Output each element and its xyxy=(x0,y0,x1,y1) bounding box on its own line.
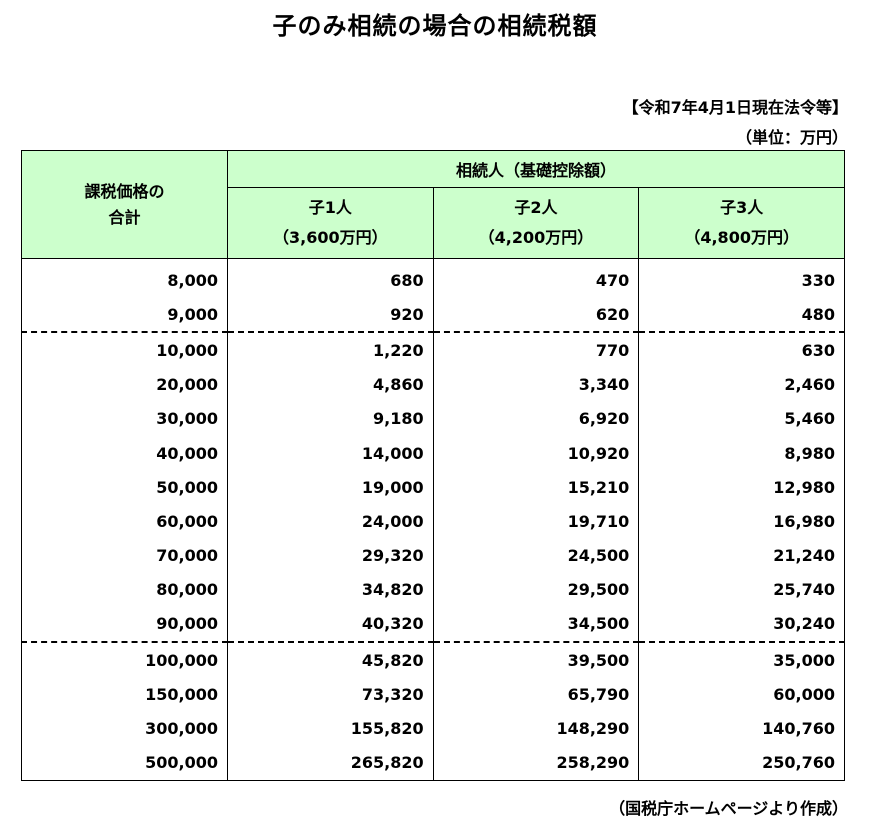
column-name: 子2人 xyxy=(514,198,558,217)
taxable-total-cell: 50,000 xyxy=(21,470,228,505)
taxable-total-header: 課税価格の 合計 xyxy=(21,150,228,259)
table-row: 90,000 40,320 34,500 30,240 xyxy=(21,606,845,644)
column-header-3-children: 子3人 （4,800万円） xyxy=(638,187,845,259)
tax-amount-cell: 15,210 xyxy=(432,470,640,505)
tax-amount-cell: 265,820 xyxy=(227,745,434,781)
table-row: 500,000 265,820 258,290 250,760 xyxy=(21,745,845,781)
tax-amount-cell: 480 xyxy=(638,297,845,334)
corner-line-2: 合計 xyxy=(108,207,141,227)
tax-amount-cell: 9,180 xyxy=(227,401,434,436)
tax-amount-cell: 29,320 xyxy=(227,538,434,573)
table-row: 40,000 14,000 10,920 8,980 xyxy=(21,435,845,471)
unit-label: （単位：万円） xyxy=(735,128,848,147)
tax-amount-cell: 12,980 xyxy=(638,470,845,505)
taxable-total-cell: 300,000 xyxy=(21,711,228,746)
column-deduction: （4,800万円） xyxy=(684,228,799,247)
tax-amount-cell: 16,980 xyxy=(638,504,845,539)
as-of-date: 【令和7年4月1日現在法令等】 xyxy=(622,98,848,117)
tax-amount-cell: 19,710 xyxy=(432,504,640,539)
table-row: 50,000 19,000 15,210 12,980 xyxy=(21,470,845,505)
column-header-2-children: 子2人 （4,200万円） xyxy=(432,187,640,259)
tax-amount-cell: 6,920 xyxy=(432,401,640,436)
tax-amount-cell: 2,460 xyxy=(638,367,845,402)
column-deduction: （3,600万円） xyxy=(273,228,388,247)
tax-amount-cell: 21,240 xyxy=(638,538,845,573)
taxable-total-cell: 500,000 xyxy=(21,745,228,781)
tax-amount-cell: 250,760 xyxy=(638,745,845,781)
column-deduction: （4,200万円） xyxy=(478,228,594,247)
taxable-total-cell: 9,000 xyxy=(21,297,228,334)
table-row: 8,000 680 470 330 xyxy=(21,258,845,298)
tax-amount-cell: 60,000 xyxy=(638,677,845,712)
table-row: 30,000 9,180 6,920 5,460 xyxy=(21,401,845,436)
table-row: 70,000 29,320 24,500 21,240 xyxy=(21,538,845,573)
tax-amount-cell: 330 xyxy=(638,258,845,298)
tax-amount-cell: 8,980 xyxy=(638,435,845,471)
tax-amount-cell: 258,290 xyxy=(432,745,640,781)
tax-amount-cell: 620 xyxy=(432,297,640,334)
tax-amount-cell: 34,820 xyxy=(227,572,434,607)
tax-amount-cell: 24,000 xyxy=(227,504,434,539)
tax-amount-cell: 5,460 xyxy=(638,401,845,436)
tax-amount-cell: 680 xyxy=(227,258,434,298)
taxable-total-cell: 150,000 xyxy=(21,677,228,712)
tax-amount-cell: 920 xyxy=(227,297,434,334)
inheritance-tax-table: 課税価格の 合計 相続人（基礎控除額） 子1人 （3,600万円） 子2人 （4… xyxy=(21,150,845,781)
column-header-1-child: 子1人 （3,600万円） xyxy=(227,187,434,259)
tax-amount-cell: 770 xyxy=(432,332,640,368)
taxable-total-cell: 100,000 xyxy=(21,642,228,678)
taxable-total-cell: 30,000 xyxy=(21,401,228,436)
tax-amount-cell: 148,290 xyxy=(432,711,640,746)
table-row: 60,000 24,000 19,710 16,980 xyxy=(21,504,845,539)
taxable-total-cell: 70,000 xyxy=(21,538,228,573)
tax-amount-cell: 4,860 xyxy=(227,367,434,402)
taxable-total-cell: 60,000 xyxy=(21,504,228,539)
table-row: 150,000 73,320 65,790 60,000 xyxy=(21,677,845,712)
tax-amount-cell: 140,760 xyxy=(638,711,845,746)
tax-amount-cell: 35,000 xyxy=(638,642,845,678)
tax-amount-cell: 40,320 xyxy=(227,606,434,644)
tax-amount-cell: 10,920 xyxy=(432,435,640,471)
table-row: 20,000 4,860 3,340 2,460 xyxy=(21,367,845,402)
taxable-total-cell: 10,000 xyxy=(21,332,228,368)
taxable-total-cell: 40,000 xyxy=(21,435,228,471)
taxable-total-cell: 80,000 xyxy=(21,572,228,607)
tax-amount-cell: 470 xyxy=(432,258,640,298)
tax-amount-cell: 19,000 xyxy=(227,470,434,505)
taxable-total-cell: 90,000 xyxy=(21,606,228,644)
taxable-total-cell: 8,000 xyxy=(21,258,228,298)
column-name: 子1人 xyxy=(308,198,352,217)
table-row: 10,000 1,220 770 630 xyxy=(21,332,845,368)
table-row: 9,000 920 620 480 xyxy=(21,297,845,334)
tax-amount-cell: 39,500 xyxy=(432,642,640,678)
table-row: 100,000 45,820 39,500 35,000 xyxy=(21,642,845,678)
tax-amount-cell: 155,820 xyxy=(227,711,434,746)
page-title: 子のみ相続の場合の相続税額 xyxy=(272,12,598,40)
tax-amount-cell: 1,220 xyxy=(227,332,434,368)
corner-line-1: 課税価格の xyxy=(84,181,165,201)
column-name: 子3人 xyxy=(720,198,764,217)
tax-amount-cell: 30,240 xyxy=(638,606,845,644)
tax-amount-cell: 29,500 xyxy=(432,572,640,607)
tax-amount-cell: 630 xyxy=(638,332,845,368)
tax-amount-cell: 3,340 xyxy=(432,367,640,402)
table-row: 80,000 34,820 29,500 25,740 xyxy=(21,572,845,607)
tax-amount-cell: 34,500 xyxy=(432,606,640,644)
tax-amount-cell: 45,820 xyxy=(227,642,434,678)
heirs-group-header: 相続人（基礎控除額） xyxy=(227,150,845,188)
table-row: 300,000 155,820 148,290 140,760 xyxy=(21,711,845,746)
source-note: （国税庁ホームページより作成） xyxy=(609,799,848,818)
tax-amount-cell: 14,000 xyxy=(227,435,434,471)
tax-amount-cell: 65,790 xyxy=(432,677,640,712)
tax-amount-cell: 73,320 xyxy=(227,677,434,712)
tax-amount-cell: 24,500 xyxy=(432,538,640,573)
tax-amount-cell: 25,740 xyxy=(638,572,845,607)
taxable-total-cell: 20,000 xyxy=(21,367,228,402)
